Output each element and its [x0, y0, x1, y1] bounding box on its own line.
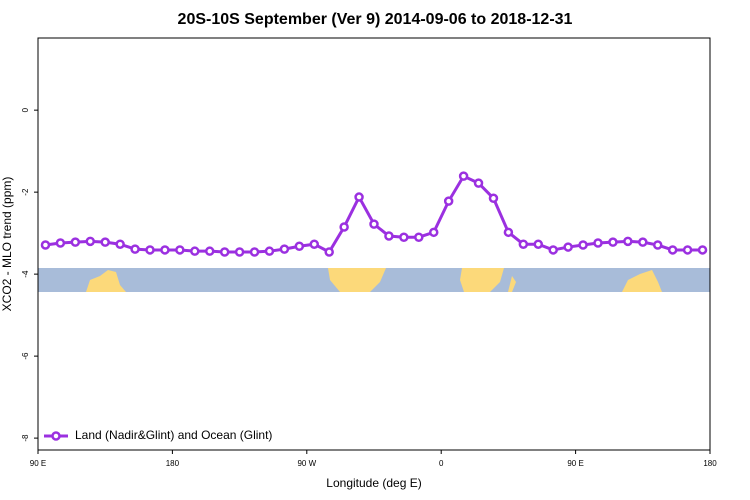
y-tick-label: 0	[21, 107, 30, 112]
point	[697, 245, 708, 255]
land-patch	[508, 276, 516, 292]
y-axis-label: XCO2 - MLO trend (ppm)	[0, 177, 14, 312]
legend-label: Land (Nadir&Glint) and Ocean (Glint)	[75, 428, 272, 442]
point	[160, 245, 170, 255]
point	[294, 241, 305, 252]
point	[324, 247, 334, 257]
point	[503, 227, 514, 238]
point	[100, 237, 110, 247]
point	[175, 245, 185, 255]
point	[399, 232, 409, 242]
point	[279, 244, 290, 254]
point	[563, 242, 573, 252]
point	[264, 246, 275, 256]
point	[518, 239, 529, 249]
point	[473, 178, 484, 188]
point	[458, 171, 469, 181]
point	[548, 245, 558, 255]
point	[488, 193, 499, 204]
point	[593, 238, 603, 248]
point	[384, 231, 394, 241]
series-line	[45, 174, 703, 254]
point	[608, 237, 618, 247]
point	[40, 240, 51, 250]
y-tick-label: -8	[21, 434, 30, 442]
y-tick-label: -2	[21, 188, 30, 196]
legend-marker	[51, 431, 61, 441]
point	[145, 245, 155, 255]
point	[115, 239, 125, 249]
point	[249, 247, 260, 257]
point	[578, 240, 588, 250]
point	[638, 237, 648, 247]
point	[204, 246, 215, 256]
plot-frame	[37, 37, 711, 451]
point	[85, 236, 96, 247]
x-tick-label: 180	[703, 459, 717, 468]
land-ocean-band	[38, 268, 710, 292]
point	[190, 246, 200, 256]
point	[533, 239, 544, 249]
point	[234, 247, 245, 257]
point	[130, 244, 140, 254]
x-tick-label: 0	[439, 459, 444, 468]
point	[667, 245, 678, 255]
point	[682, 245, 693, 255]
point	[623, 236, 633, 247]
x-axis-label: Longitude (deg E)	[326, 476, 421, 490]
x-tick-label: 90 E	[567, 459, 583, 468]
land-patch	[86, 270, 126, 292]
point	[354, 192, 364, 202]
x-tick-label: 180	[166, 459, 180, 468]
point	[219, 247, 230, 257]
point	[652, 240, 663, 250]
y-tick-label: -4	[21, 270, 30, 278]
chart-title: 20S-10S September (Ver 9) 2014-09-06 to …	[178, 11, 573, 28]
point	[414, 232, 424, 242]
land-patch	[460, 268, 504, 292]
land-patch	[622, 270, 662, 292]
point	[70, 237, 81, 247]
point	[309, 239, 320, 249]
x-tick-label: 90 W	[297, 459, 316, 468]
point	[55, 238, 66, 248]
land-patch	[328, 268, 386, 292]
point	[428, 227, 439, 238]
y-tick-label: -6	[21, 352, 30, 360]
x-tick-label: 90 E	[30, 459, 46, 468]
point	[443, 196, 454, 206]
point	[369, 219, 379, 229]
point	[339, 222, 349, 232]
